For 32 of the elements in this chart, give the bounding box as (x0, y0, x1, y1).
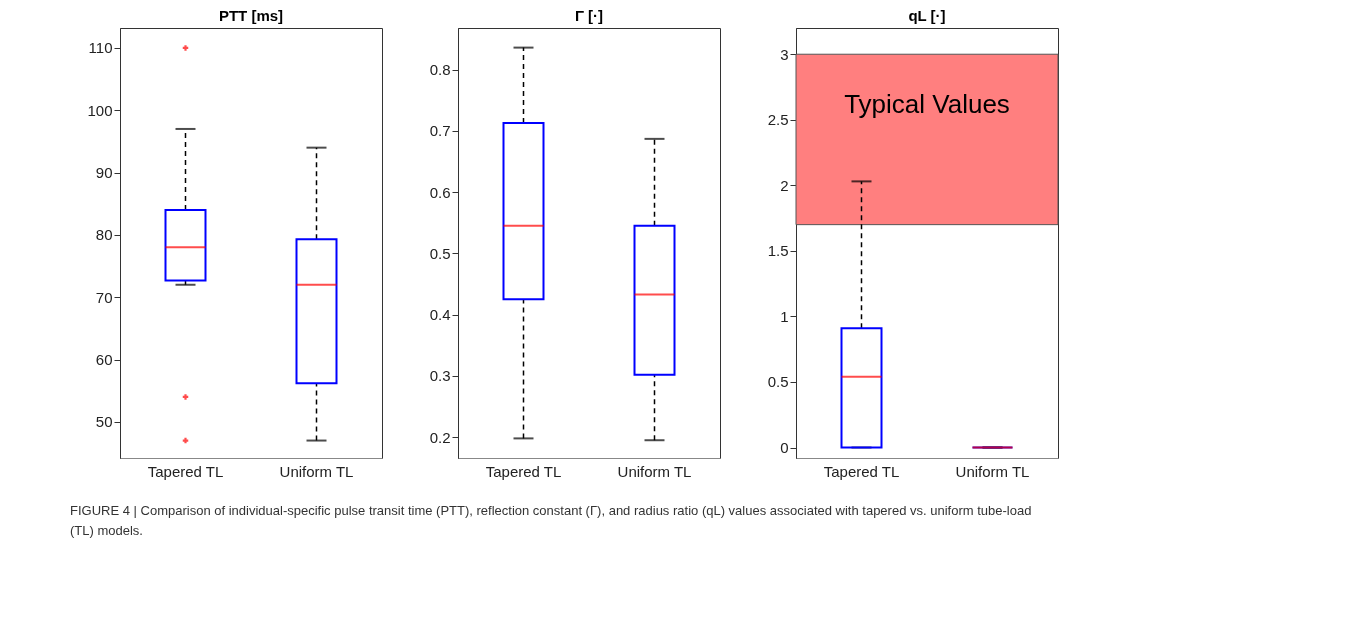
x-tick-label: Tapered TL (485, 462, 562, 480)
x-tick-label: Tapered TL (823, 462, 900, 480)
x-tick-label: Tapered TL (147, 462, 224, 480)
y-tick-label: 60 (95, 351, 113, 369)
y-tick-label: 3 (780, 45, 789, 63)
y-tick-label: 110 (88, 39, 113, 57)
y-tick-label: 0.3 (429, 367, 451, 385)
y-tick-label: 0.2 (429, 428, 451, 446)
chart-title: PTT [ms] (218, 7, 284, 24)
band-label: Typical Values (844, 89, 1010, 120)
y-tick-label: 0 (780, 439, 789, 457)
y-tick-label: 1.5 (767, 242, 789, 260)
y-tick-label: 0.8 (429, 61, 451, 79)
y-tick-label: 2 (780, 176, 789, 194)
x-tick-label: Uniform TL (279, 462, 354, 480)
chart-title: Γ [·] (574, 7, 604, 24)
y-tick-label: 70 (95, 288, 113, 306)
y-tick-label: 0.5 (767, 373, 789, 391)
y-tick-label: 2.5 (767, 111, 789, 129)
y-tick-label: 90 (95, 164, 113, 182)
y-tick-label: 1 (780, 307, 789, 325)
x-tick-label: Uniform TL (955, 462, 1030, 480)
y-tick-label: 50 (95, 413, 113, 431)
y-tick-label: 0.4 (429, 306, 451, 324)
y-tick-label: 0.7 (429, 122, 451, 140)
y-tick-label: 100 (87, 101, 113, 119)
caption: FIGURE 4 | Comparison of individual-specific pulse transit time (PTT), reflection constant (Γ), and radius ratio (qL) values associated with tapered vs. uniform tube-load (TL) models. (70, 503, 1032, 538)
y-tick-label: 0.6 (429, 183, 451, 201)
chart-title: qL [·] (908, 7, 946, 24)
y-tick-label: 80 (95, 226, 113, 244)
x-tick-label: Uniform TL (617, 462, 692, 480)
y-tick-label: 0.5 (429, 244, 451, 262)
